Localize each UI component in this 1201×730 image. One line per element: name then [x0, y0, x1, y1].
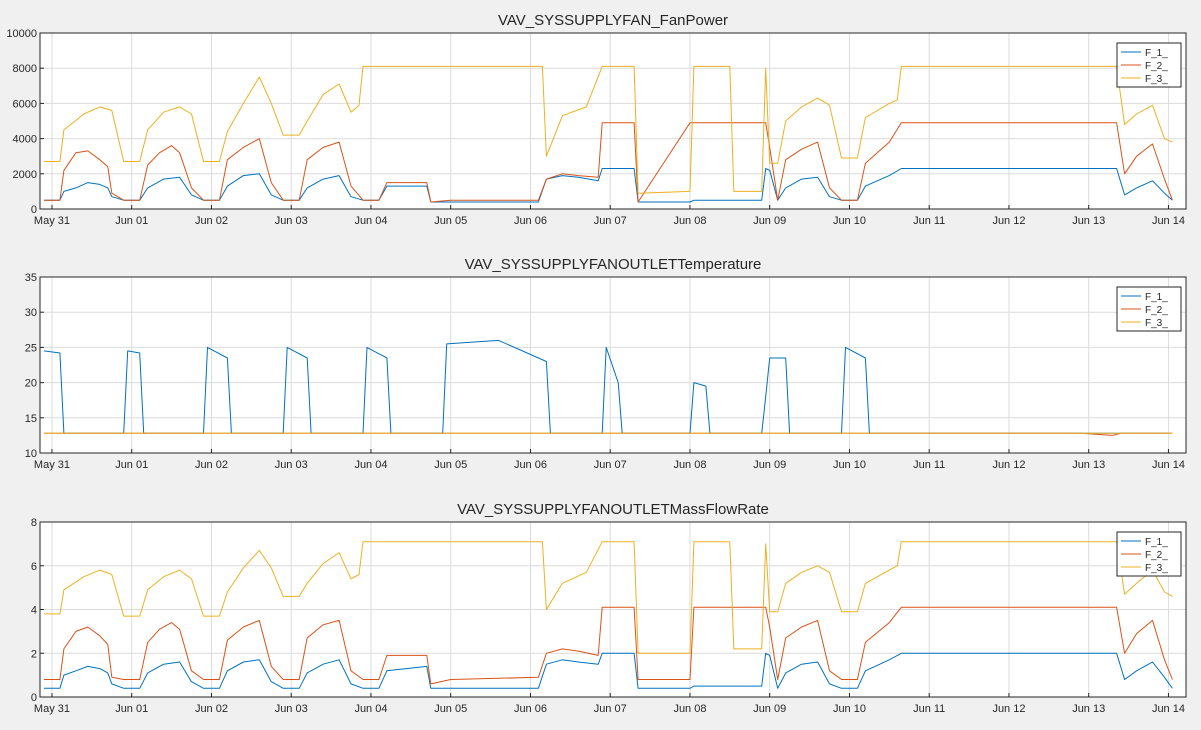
x-tick-label: Jun 03 [275, 215, 308, 227]
series-line-f-3 [44, 65, 1173, 194]
y-tick-label: 4000 [13, 134, 37, 146]
x-tick-label: Jun 06 [514, 703, 547, 715]
x-tick-label: Jun 02 [195, 703, 228, 715]
x-tick-label: Jun 14 [1152, 215, 1185, 227]
x-tick-label: Jun 08 [673, 703, 706, 715]
y-tick-label: 20 [25, 378, 37, 390]
chart-title: VAV_SYSSUPPLYFAN_FanPower [498, 12, 728, 29]
x-tick-label: Jun 08 [673, 215, 706, 227]
x-tick-label: Jun 01 [115, 459, 148, 471]
y-tick-label: 0 [31, 692, 37, 704]
x-tick-label: Jun 09 [753, 215, 786, 227]
legend-entry-label: F_1_ [1145, 292, 1168, 303]
x-tick-label: Jun 06 [514, 459, 547, 471]
x-tick-label: Jun 06 [514, 215, 547, 227]
x-tick-label: Jun 04 [354, 215, 387, 227]
x-tick-label: Jun 12 [992, 215, 1025, 227]
x-tick-label: Jun 05 [434, 703, 467, 715]
x-tick-label: Jun 03 [275, 459, 308, 471]
x-tick-label: Jun 05 [434, 459, 467, 471]
x-tick-label: Jun 08 [673, 459, 706, 471]
mass-flow-rate-panel: May 31 Jun 01 Jun 02 Jun 03 Jun 04 Jun 05 Jun … [31, 501, 1187, 715]
x-tick-label: Jun 12 [992, 459, 1025, 471]
chart-title: VAV_SYSSUPPLYFANOUTLETTemperature [465, 256, 762, 273]
x-tick-label: Jun 09 [753, 703, 786, 715]
x-tick-label: Jun 13 [1072, 703, 1105, 715]
series-line-f-1 [44, 652, 1173, 689]
x-tick-label: Jun 01 [115, 215, 148, 227]
x-tick-label: Jun 12 [992, 703, 1025, 715]
legend-entry-label: F_2_ [1145, 61, 1168, 72]
x-tick-label: May 31 [34, 459, 70, 471]
x-tick-label: Jun 07 [594, 703, 627, 715]
x-tick-label: Jun 10 [833, 459, 866, 471]
x-tick-label: Jun 07 [594, 459, 627, 471]
x-tick-label: Jun 01 [115, 703, 148, 715]
x-tick-label: Jun 13 [1072, 215, 1105, 227]
axes-box [39, 32, 1187, 210]
x-tick-label: Jun 11 [913, 459, 945, 471]
y-tick-label: 10 [25, 448, 37, 460]
y-tick-label: 0 [31, 204, 37, 216]
legend: F_1_ F_2_ F_3_ [1116, 286, 1182, 332]
x-tick-label: Jun 04 [354, 459, 387, 471]
y-tick-label: 30 [25, 307, 37, 319]
y-tick-label: 10000 [6, 28, 37, 40]
x-tick-label: Jun 13 [1072, 459, 1105, 471]
series-line-f-2 [44, 606, 1173, 685]
legend-entry-label: F_1_ [1145, 48, 1168, 59]
x-tick-label: Jun 14 [1152, 459, 1185, 471]
x-tick-label: Jun 14 [1152, 703, 1185, 715]
chart-title: VAV_SYSSUPPLYFANOUTLETMassFlowRate [457, 501, 769, 518]
fan-power-panel: May 31 Jun 01 Jun 02 Jun 03 Jun 04 Jun 05 Jun … [6, 12, 1187, 227]
y-tick-label: 8000 [13, 63, 37, 75]
plot-area [40, 33, 1186, 209]
x-tick-label: Jun 07 [594, 215, 627, 227]
y-tick-label: 2 [31, 648, 37, 660]
x-tick-label: Jun 11 [913, 215, 945, 227]
x-tick-label: Jun 04 [354, 703, 387, 715]
x-tick-label: Jun 02 [195, 215, 228, 227]
legend-entry-label: F_3_ [1145, 563, 1168, 574]
y-tick-label: 8 [31, 517, 37, 529]
x-tick-label: Jun 10 [833, 215, 866, 227]
x-tick-label: May 31 [34, 703, 70, 715]
x-tick-label: Jun 02 [195, 459, 228, 471]
x-tick-label: Jun 10 [833, 703, 866, 715]
legend-entry-label: F_3_ [1145, 318, 1168, 329]
x-tick-label: Jun 11 [913, 703, 945, 715]
y-tick-label: 15 [25, 413, 37, 425]
y-tick-label: 4 [31, 605, 37, 617]
y-tick-label: 35 [25, 272, 37, 284]
legend-entry-label: F_1_ [1145, 537, 1168, 548]
series-line-f-2 [44, 122, 1173, 203]
legend-entry-label: F_2_ [1145, 305, 1168, 316]
outlet-temperature-panel: May 31 Jun 01 Jun 02 Jun 03 Jun 04 Jun 05 Jun … [25, 256, 1187, 471]
y-tick-label: 2000 [13, 169, 37, 181]
x-tick-label: May 31 [34, 215, 70, 227]
y-tick-label: 6000 [13, 98, 37, 110]
x-tick-label: Jun 03 [275, 703, 308, 715]
series-line-f-3 [44, 541, 1173, 654]
legend-entry-label: F_2_ [1145, 550, 1168, 561]
axes-box [39, 276, 1187, 454]
y-tick-label: 6 [31, 561, 37, 573]
x-tick-label: Jun 09 [753, 459, 786, 471]
legend: F_1_ F_2_ F_3_ [1116, 531, 1182, 577]
y-tick-label: 25 [25, 342, 37, 354]
x-tick-label: Jun 05 [434, 215, 467, 227]
legend-entry-label: F_3_ [1145, 74, 1168, 85]
legend: F_1_ F_2_ F_3_ [1116, 42, 1182, 88]
